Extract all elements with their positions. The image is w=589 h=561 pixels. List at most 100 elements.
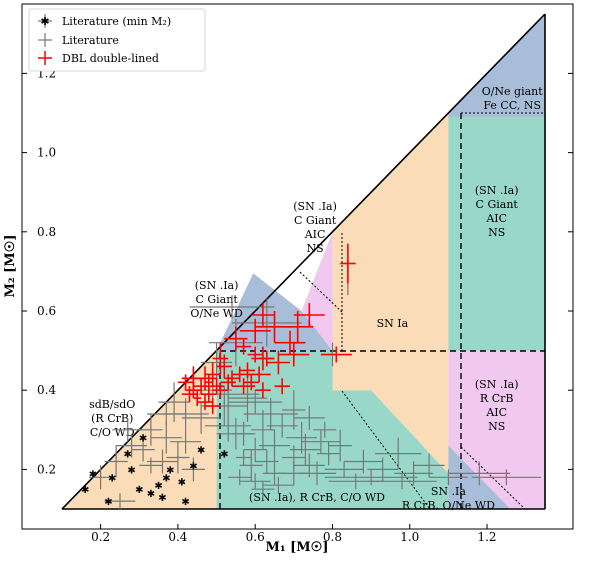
point-literature-51 — [150, 421, 182, 454]
point-literature-min-m--2: ✱ — [104, 497, 112, 508]
point-literature-17 — [251, 410, 275, 450]
point-dbl-double-lined-6 — [239, 318, 271, 343]
region-label-lower-left-teal-0: (SN .Ia), R CrB, C/O WD — [249, 491, 385, 504]
point-literature-60 — [139, 457, 163, 474]
x-tick-label-3: 0.8 — [323, 530, 342, 544]
region-label-sdB-sdO-0: sdB/sdO — [89, 398, 135, 411]
point-literature-min-m--10: ✱ — [166, 465, 174, 476]
x-tick-label-5: 1.2 — [477, 530, 496, 544]
point-dbl-double-lined-3 — [251, 303, 275, 327]
point-literature-34 — [297, 461, 337, 486]
svg-text:✱: ✱ — [166, 465, 174, 476]
point-literature-2 — [232, 299, 302, 347]
y-tick-label-1: 0.4 — [37, 383, 56, 397]
point-dbl-double-lined-19 — [255, 382, 271, 399]
region-label-mid-blue-1: C Giant — [195, 293, 238, 306]
legend-marker-literature-min: ✱ — [38, 14, 52, 28]
svg-text:✱: ✱ — [124, 450, 132, 461]
region-label-right-teal-2: AIC — [485, 212, 507, 225]
point-literature-49 — [262, 477, 294, 494]
legend-marker-literature — [38, 33, 52, 47]
svg-text:✱: ✱ — [104, 497, 112, 508]
point-literature-53 — [116, 433, 147, 458]
point-literature-min-m--5: ✱ — [127, 465, 135, 476]
point-literature-min-m--3: ✱ — [108, 473, 116, 484]
y-tick-label-3: 0.8 — [37, 225, 56, 239]
point-literature-min-m--4: ✱ — [124, 450, 132, 461]
x-tick-label-1: 0.4 — [168, 530, 187, 544]
region-label-mid-pink-2: AIC — [304, 228, 326, 241]
point-dbl-double-lined-1 — [293, 303, 325, 327]
point-literature-min-m--13: ✱ — [189, 461, 197, 472]
point-dbl-double-lined-38 — [232, 366, 248, 383]
svg-text:✱: ✱ — [40, 15, 49, 28]
point-literature-19 — [293, 406, 325, 430]
point-literature-50 — [251, 481, 275, 498]
legend-label-dbl: DBL double-lined — [62, 52, 159, 65]
point-literature-min-m--12: ✱ — [181, 497, 189, 508]
errorbars: ✱✱✱✱✱✱✱ ✱✱✱✱✱✱✱✱✱ ✱✱ — [81, 243, 542, 509]
point-literature-min-m--9: ✱ — [162, 473, 170, 484]
point-literature-9 — [228, 390, 283, 414]
svg-text:✱: ✱ — [189, 461, 197, 472]
svg-text:✱: ✱ — [162, 473, 170, 484]
point-literature-67 — [266, 414, 298, 438]
region-label-mid-pink-0: (SN .Ia) — [293, 200, 337, 213]
svg-text:✱: ✱ — [108, 473, 116, 484]
region-label-top-blue-1: Fe CC, NS — [483, 99, 541, 112]
legend-marker-dbl — [38, 51, 52, 65]
region-label-right-small-blue-0: SN .Ia — [431, 485, 466, 498]
region-label-right-pink-3: NS — [488, 420, 505, 433]
boundary-dotted-diag — [299, 271, 343, 313]
point-literature-13 — [158, 382, 190, 422]
region-label-right-pink-2: AIC — [485, 406, 507, 419]
point-literature-22 — [328, 429, 352, 462]
point-dbl-double-lined-36 — [193, 390, 202, 406]
svg-text:✱: ✱ — [147, 489, 155, 500]
point-dbl-double-lined-0 — [340, 243, 356, 284]
point-dbl-double-lined-15 — [216, 354, 232, 379]
point-literature-41 — [429, 469, 468, 486]
point-literature-min-m--8: ✱ — [154, 481, 162, 492]
point-dbl-double-lined-34 — [212, 382, 229, 399]
point-dbl-double-lined-31 — [197, 394, 213, 410]
region-boundaries — [61, 13, 546, 510]
point-literature-23 — [290, 433, 321, 466]
point-dbl-double-lined-33 — [208, 378, 225, 395]
region-label-right-teal-3: NS — [488, 226, 505, 239]
point-literature-48 — [228, 469, 252, 486]
point-literature-min-m--16: ✱ — [220, 450, 228, 461]
x-axis-label: M₁ [M☉] — [266, 540, 329, 555]
svg-text:✱: ✱ — [154, 481, 162, 492]
point-literature-18 — [282, 390, 306, 430]
point-dbl-double-lined-12 — [278, 342, 310, 367]
legend-label-literature-min: Literature (min M₂) — [62, 15, 171, 28]
point-literature-66 — [313, 421, 337, 438]
region-right-pink — [448, 350, 545, 509]
point-dbl-double-lined-11 — [247, 346, 263, 363]
legend-box — [28, 8, 206, 72]
boundary-dotted-lower — [341, 390, 431, 510]
svg-text:✱: ✱ — [89, 469, 97, 480]
point-literature-36 — [344, 449, 383, 474]
point-literature-min-m--1: ✱ — [89, 469, 97, 480]
region-label-mid-pink-3: NS — [307, 242, 324, 255]
region-label-sdB-sdO-1: (R CrB) — [91, 412, 133, 425]
x-tick-label-4: 1.0 — [400, 530, 419, 544]
point-literature-61 — [131, 437, 155, 462]
region-label-right-teal-0: (SN .Ia) — [475, 184, 519, 197]
legend: ✱ Literature (min M₂) Literature DBL dou… — [28, 8, 206, 72]
point-dbl-double-lined-8 — [235, 338, 252, 355]
region-label-right-pink-0: (SN .Ia) — [475, 378, 519, 391]
x-tick-label-0: 0.2 — [91, 530, 110, 544]
point-literature-54 — [104, 445, 128, 478]
point-dbl-double-lined-16 — [239, 362, 256, 379]
svg-text:✱: ✱ — [197, 446, 205, 457]
x-ticks: 0.2 0.4 0.6 0.8 1.0 1.2 — [91, 524, 497, 544]
point-literature-56 — [147, 449, 178, 474]
region-label-right-teal-1: C Giant — [476, 198, 519, 211]
svg-text:✱: ✱ — [135, 485, 143, 496]
point-literature-min-m--6: ✱ — [135, 485, 143, 496]
point-literature-27 — [259, 429, 290, 462]
